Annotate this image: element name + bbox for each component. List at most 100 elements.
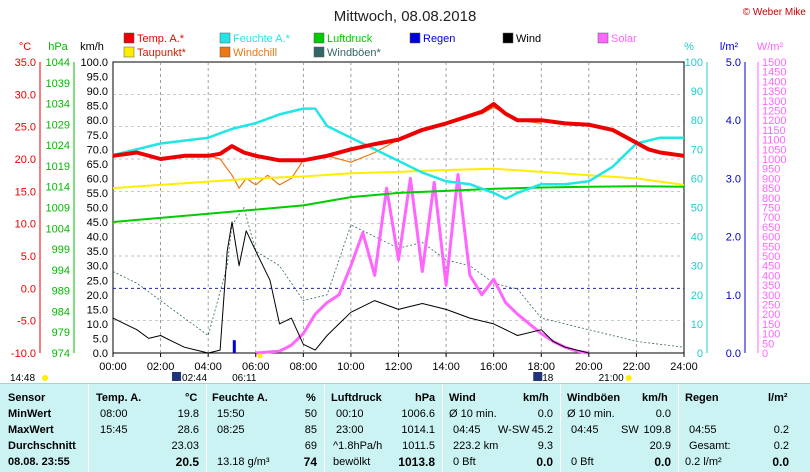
legend-label: Taupunkt* <box>137 47 187 59</box>
rain-total: 0.2 <box>773 440 789 452</box>
temp-tick-label: 20.0 <box>15 154 36 166</box>
gust-daily-avg: 20.9 <box>649 440 671 452</box>
row-label-avg: Durchschnitt <box>8 440 76 452</box>
legend-swatch <box>313 46 325 58</box>
sunset-icon <box>625 375 632 381</box>
legend-label: Solar <box>611 33 637 45</box>
wind-tick-label: 80.0 <box>87 115 108 127</box>
stats-header-sensor: Sensor <box>8 392 46 404</box>
series-feuchte-a <box>112 107 684 201</box>
pressure-tick-label: 1009 <box>46 203 70 215</box>
x-tick-label: 16:00 <box>480 361 508 373</box>
pressure-tick-label: 1044 <box>46 57 70 69</box>
pressure-unit-label: hPa <box>48 41 68 53</box>
x-tick-label: 06:00 <box>242 361 270 373</box>
press-max: 1014.1 <box>401 424 435 436</box>
press-max-time: 23:00 <box>336 424 364 436</box>
series-luftdruck <box>112 185 685 223</box>
pressure-tick-label: 1034 <box>46 99 70 111</box>
solar-tick-label: 400 <box>762 270 780 282</box>
wind-tick-label: 65.0 <box>87 159 108 171</box>
temp-tick-label: 10.0 <box>15 219 36 231</box>
wind-tick-label: 25.0 <box>87 275 108 287</box>
solar-tick-label: 100 <box>762 329 780 341</box>
press-avg: 1011.5 <box>402 440 435 452</box>
temp-max: 28.6 <box>177 424 199 436</box>
stats-header-wind: Wind <box>449 392 476 404</box>
humidity-tick-label: 70 <box>691 144 703 156</box>
x-tick-label: 00:00 <box>99 361 127 373</box>
hum-absolute: 13.18 g/m³ <box>217 456 270 468</box>
legend-swatch <box>219 46 231 58</box>
stats-header-rain-unit: l/m² <box>768 392 788 404</box>
rain-max-time: 04:55 <box>689 424 717 436</box>
wind-max-time: 04:45 <box>453 424 481 436</box>
wind-tick-label: 15.0 <box>87 304 108 316</box>
humidity-tick-label: 40 <box>691 232 703 244</box>
hum-max: 85 <box>304 424 317 436</box>
x-tick-label: 18:00 <box>527 361 555 373</box>
legend-label: Windchill <box>233 47 277 59</box>
stats-header-rain: Regen <box>685 392 719 404</box>
x-tick-label: 22:00 <box>623 361 651 373</box>
pressure-tick-label: 979 <box>52 327 70 339</box>
hum-min: 50 <box>304 408 317 420</box>
temp-tick-label: 30.0 <box>15 89 36 101</box>
series-taupunkt <box>112 167 685 190</box>
temp-tick-label: -10.0 <box>11 348 36 360</box>
pressure-tick-label: 999 <box>52 244 70 256</box>
hum-current: 74 <box>303 455 317 469</box>
wind-avg: 0.0 <box>537 408 553 420</box>
stats-header-press-unit: hPa <box>415 392 436 404</box>
moon-time-label: 02:44 <box>182 373 207 383</box>
moon-icon-2 <box>533 372 543 381</box>
wind-tick-label: 45.0 <box>87 217 108 229</box>
wind-tick-label: 55.0 <box>87 188 108 200</box>
row-label-current: 08.08. 23:55 <box>8 456 70 468</box>
axis-units: °C hPa km/h% l/m² W/m² <box>19 41 784 53</box>
temp-tick-label: 5.0 <box>21 251 36 263</box>
wind-tick-label: 40.0 <box>87 232 108 244</box>
legend-swatch <box>123 32 135 44</box>
stats-header-gust: Windböen <box>567 392 621 404</box>
rain-total-label: Gesamt: <box>689 440 731 452</box>
solar-tick-label: 1450 <box>762 67 786 79</box>
wind-tick-label: 70.0 <box>87 144 108 156</box>
temp-unit-label: °C <box>19 41 31 53</box>
x-tick-label: 10:00 <box>337 361 365 373</box>
temp-tick-label: -5.0 <box>17 316 36 328</box>
legend-swatch <box>123 46 135 58</box>
temp-tick-label: 25.0 <box>15 122 36 134</box>
stats-header-wind-unit: km/h <box>523 392 549 404</box>
rain-tick-label: 5.0 <box>726 57 741 69</box>
pressure-tick-label: 974 <box>52 348 70 360</box>
legend-swatch <box>313 32 325 44</box>
press-min: 1006.6 <box>401 408 435 420</box>
solar-tick-label: 650 <box>762 222 780 234</box>
solar-tick-label: 1200 <box>762 115 786 127</box>
humidity-tick-label: 80 <box>691 115 703 127</box>
legend-swatch <box>409 32 421 44</box>
temp-max-time: 15:45 <box>100 424 128 436</box>
temp-tick-label: 35.0 <box>15 57 36 69</box>
wind-tick-label: 100.0 <box>80 57 108 69</box>
temp-avg: 23.03 <box>171 440 199 452</box>
solar-tick-label: 150 <box>762 319 780 331</box>
x-tick-label: 20:00 <box>575 361 603 373</box>
solar-tick-label: 300 <box>762 290 780 302</box>
x-tick-label: 14:00 <box>432 361 460 373</box>
humidity-tick-label: 60 <box>691 173 703 185</box>
wind-max: 45.2 <box>531 424 553 436</box>
wind-tick-label: 95.0 <box>87 72 108 84</box>
row-label-min: MinWert <box>8 408 52 420</box>
solar-tick-label: 50 <box>762 338 774 350</box>
solar-tick-label: 250 <box>762 300 780 312</box>
solar-tick-label: 1000 <box>762 154 786 166</box>
sunrise-label: 06:11 <box>232 373 257 383</box>
solar-tick-label: 350 <box>762 280 780 292</box>
rain-max: 0.2 <box>773 424 789 436</box>
pressure-tick-label: 1019 <box>46 161 70 173</box>
x-tick-label: 04:00 <box>194 361 222 373</box>
pressure-tick-label: 984 <box>52 306 70 318</box>
rain-rate: 0.2 l/m² <box>685 456 722 468</box>
